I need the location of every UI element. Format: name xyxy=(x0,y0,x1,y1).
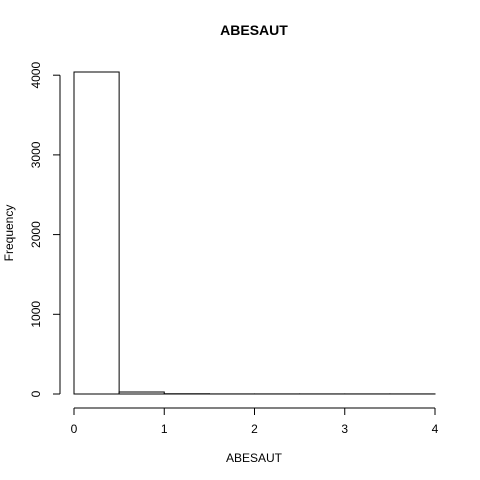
chart-title: ABESAUT xyxy=(220,22,288,38)
y-axis-label: Frequency xyxy=(2,205,16,262)
x-axis: 0 1 2 3 4 xyxy=(71,407,439,436)
y-tick-label-4: 4000 xyxy=(29,62,43,89)
bars-group xyxy=(73,71,436,395)
histogram-bar-0 xyxy=(73,71,120,395)
y-tick-label-2: 2000 xyxy=(29,221,43,248)
x-tick-label-3: 3 xyxy=(341,422,348,436)
y-axis: 0 1000 2000 3000 4000 xyxy=(29,62,61,397)
x-tick-label-4: 4 xyxy=(432,422,439,436)
y-tick-label-0: 0 xyxy=(29,390,43,397)
x-tick-label-2: 2 xyxy=(251,422,258,436)
x-tick-label-0: 0 xyxy=(71,422,78,436)
y-tick-label-3: 3000 xyxy=(29,141,43,168)
histogram-bar-1 xyxy=(118,391,165,395)
x-axis-label: ABESAUT xyxy=(226,451,283,465)
x-tick-label-1: 1 xyxy=(161,422,168,436)
y-tick-label-1: 1000 xyxy=(29,301,43,328)
